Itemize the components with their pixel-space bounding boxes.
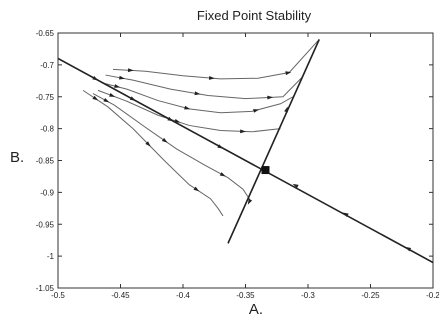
trajectory-line	[92, 93, 251, 201]
trajectory-line	[97, 89, 281, 133]
y-tick-label: -0.75	[36, 93, 55, 102]
stable-manifold-line	[58, 57, 433, 264]
plot-area	[57, 32, 434, 289]
stable-manifold-arrow	[129, 96, 136, 101]
y-tick-label: -1	[47, 252, 55, 261]
y-tick-label: -0.85	[36, 157, 55, 166]
x-tick-label: -0.5	[51, 291, 65, 300]
trajectory-line	[105, 74, 304, 100]
x-tick-label: -0.4	[176, 291, 190, 300]
stable-manifold-arrow	[342, 212, 349, 217]
fixed-point-marker	[261, 166, 270, 175]
unstable-manifold-line	[227, 39, 320, 244]
stable-manifold-arrow	[292, 183, 299, 189]
trajectory-arrow	[103, 97, 110, 103]
trajectory-arrow	[267, 95, 274, 100]
y-axis-label: B.	[10, 149, 24, 166]
x-axis-label: A.	[249, 301, 263, 318]
trajectory-arrow	[114, 84, 121, 88]
stable-manifold-arrow	[405, 246, 412, 252]
y-tick-label: -0.9	[40, 188, 54, 197]
trajectory-arrow	[285, 71, 292, 76]
stable-manifold-arrow	[167, 116, 174, 122]
trajectory-arrow	[219, 172, 226, 177]
trajectory-arrow	[253, 109, 260, 113]
trajectory-arrow	[161, 137, 168, 143]
trajectory-arrow	[109, 93, 116, 97]
stable-manifold-arrow	[217, 144, 224, 149]
x-tick-label: -0.2	[426, 291, 439, 300]
x-tick-label: -0.25	[361, 291, 380, 300]
unstable-manifold-arrow	[284, 106, 288, 113]
y-tick-label: -0.7	[40, 61, 54, 70]
trajectory-arrow	[208, 76, 215, 80]
x-tick-label: -0.45	[111, 291, 130, 300]
trajectory-arrow	[194, 91, 201, 96]
tick-labels: -0.5 -0.45 -0.4 -0.35 -0.3 -0.25 -0.2 -0.65 -0.7…	[36, 29, 439, 300]
y-tick-label: -1.05	[36, 284, 55, 293]
trajectory-arrow	[174, 118, 181, 123]
trajectory-line	[82, 89, 224, 217]
trajectory-arrow	[240, 129, 246, 134]
trajectory-arrow	[92, 95, 99, 101]
y-tick-label: -0.95	[36, 220, 55, 229]
y-tick-label: -0.8	[40, 125, 54, 134]
stable-manifold-arrow	[92, 76, 99, 81]
trajectory-line	[101, 82, 294, 114]
x-tick-label: -0.35	[236, 291, 255, 300]
unstable-manifold-arrow	[247, 198, 253, 205]
plot-content	[58, 39, 433, 264]
chart-title: Fixed Point Stability	[197, 8, 312, 23]
trajectory-arrow	[127, 68, 134, 73]
y-tick-label: -0.65	[36, 29, 55, 38]
trajectory-arrow	[145, 141, 151, 147]
trajectory-arrow	[193, 186, 200, 192]
trajectory-arrow	[184, 105, 191, 110]
trajectory-arrow	[119, 75, 126, 80]
x-tick-label: -0.3	[301, 291, 315, 300]
